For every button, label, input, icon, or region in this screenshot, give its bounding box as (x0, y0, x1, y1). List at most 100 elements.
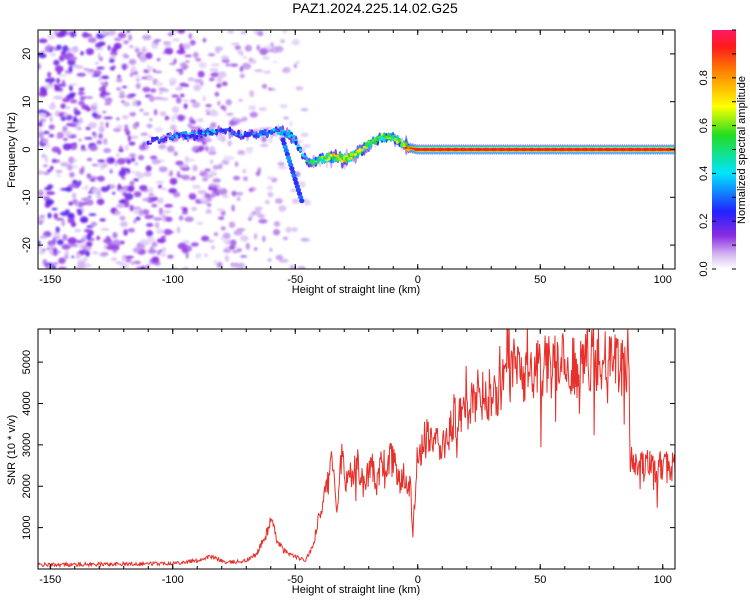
noise-blob (78, 100, 85, 106)
noise-blob (82, 256, 88, 263)
noise-blob (239, 73, 245, 79)
noise-blob (190, 242, 199, 247)
spectrogram-area (38, 30, 675, 269)
spectrogram-ytick-label: -10 (21, 189, 33, 205)
noise-blob (258, 107, 267, 111)
spectrogram-xtick-label: 50 (534, 274, 546, 286)
noise-blob (154, 70, 163, 74)
noise-blob (154, 126, 164, 133)
colorbar-ticks: 0.0 0.2 0.4 0.6 0.8 (698, 29, 736, 277)
noise-blob (38, 131, 45, 139)
noise-blob (300, 237, 310, 242)
noise-blob (210, 63, 220, 67)
noise-blob (249, 90, 255, 98)
noise-blob (171, 115, 175, 123)
noise-blob (282, 236, 288, 241)
noise-blob (220, 226, 226, 231)
noise-blob (105, 121, 109, 128)
noise-blob (95, 194, 102, 199)
ridge-cell (398, 139, 402, 143)
noise-blob (243, 56, 247, 59)
noise-blob (62, 97, 71, 103)
noise-blob (118, 170, 127, 177)
noise-blob (184, 83, 189, 88)
spectrogram-ytick-label: 0 (21, 146, 33, 152)
noise-blob (84, 137, 93, 140)
noise-blob (237, 150, 245, 154)
ridge-core (459, 147, 468, 152)
noise-blob (224, 254, 230, 262)
noise-blob (166, 50, 173, 55)
noise-blob (38, 189, 44, 197)
spectrogram-ylabel: Frequency (Hz) (6, 112, 18, 188)
noise-blob (78, 138, 82, 142)
noise-blob (189, 39, 196, 46)
noise-blob (234, 161, 239, 167)
noise-blob (184, 155, 189, 163)
noise-blob (278, 205, 287, 212)
noise-blob (141, 46, 147, 51)
noise-blob (48, 247, 53, 254)
noise-blob (73, 116, 77, 121)
noise-blob (178, 215, 184, 221)
ridge-cell (208, 130, 212, 133)
noise-blob (121, 85, 128, 89)
noise-blob (94, 61, 99, 65)
noise-blob (235, 192, 244, 196)
noise-blob (248, 188, 254, 193)
noise-blob (171, 106, 180, 114)
noise-blob (132, 206, 142, 211)
snr-ytick-label: 4000 (21, 391, 33, 415)
ridge-core (489, 147, 498, 152)
noise-blob (86, 157, 93, 162)
noise-blob (51, 207, 58, 211)
noise-blob (162, 209, 172, 214)
ridge-cell (287, 135, 291, 138)
noise-blob (248, 213, 255, 218)
ridge-cell (254, 134, 258, 138)
noise-blob (72, 159, 78, 163)
noise-blob (289, 120, 293, 127)
noise-blob (230, 63, 239, 67)
ridge-core (580, 147, 590, 152)
noise-blob (139, 184, 148, 191)
noise-blob (133, 178, 139, 182)
noise-blob (151, 256, 160, 264)
noise-blob (210, 245, 216, 250)
noise-blob (38, 121, 43, 127)
noise-blob (42, 164, 49, 168)
noise-blob (196, 221, 204, 225)
ridge-core (573, 147, 582, 152)
noise-blob (116, 77, 123, 83)
noise-blob (148, 193, 155, 196)
noise-blob (159, 111, 167, 117)
noise-blob (161, 235, 166, 239)
noise-blob (54, 65, 64, 73)
noise-blob (85, 250, 90, 257)
ridge-core (481, 147, 491, 152)
noise-blob (38, 62, 42, 70)
noise-blob (48, 124, 55, 130)
noise-blob (282, 30, 288, 34)
noise-blob (103, 162, 108, 168)
noise-blob (133, 218, 137, 224)
noise-blob (145, 52, 153, 60)
noise-blob (190, 119, 196, 125)
noise-blob (146, 230, 154, 237)
noise-blob (215, 192, 220, 196)
noise-blob (220, 105, 225, 110)
noise-blob (183, 103, 188, 109)
ridge-core (542, 147, 552, 152)
ridge-cell (349, 156, 353, 160)
noise-blob (209, 68, 219, 72)
spectrogram-ytick-label: -20 (21, 237, 33, 253)
noise-blob (86, 233, 92, 241)
noise-blob (80, 217, 89, 223)
noise-blob (141, 76, 148, 80)
ridge-cell (342, 159, 347, 163)
noise-blob (191, 206, 198, 211)
noise-blob (282, 69, 286, 73)
colorbar-label: Normalized spectral amplitude (736, 76, 748, 224)
noise-blob (230, 42, 240, 46)
